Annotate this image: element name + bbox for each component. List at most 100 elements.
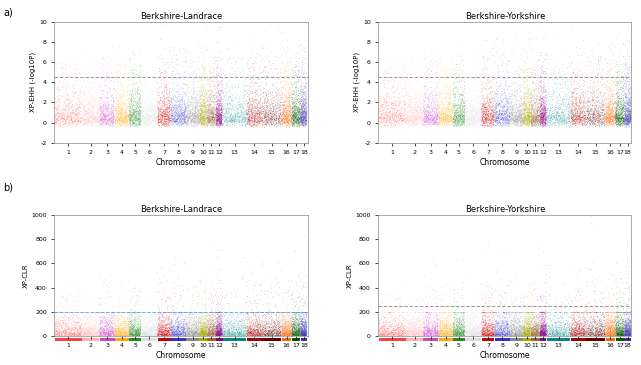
Point [293, 111, 303, 117]
Point [426, 103, 437, 109]
Point [160, 326, 171, 332]
Point [154, 314, 165, 320]
Point [590, 333, 600, 338]
Point [619, 100, 629, 106]
Point [288, 332, 299, 338]
Point [222, 309, 232, 315]
Point [110, 330, 121, 335]
Point [423, 309, 433, 315]
Point [101, 319, 112, 324]
Point [540, 330, 550, 335]
Point [131, 113, 142, 119]
Point [441, 332, 451, 338]
Point [443, 333, 453, 339]
Point [69, 327, 79, 333]
Point [522, 65, 533, 71]
Point [515, 331, 525, 337]
Point [419, 332, 429, 338]
Point [523, 321, 533, 327]
Point [384, 331, 394, 337]
Point [301, 321, 311, 327]
Point [520, 68, 530, 73]
Point [75, 102, 85, 108]
Point [537, 111, 547, 117]
Point [174, 324, 185, 330]
Point [54, 322, 65, 328]
Point [58, 328, 69, 334]
Point [508, 107, 518, 112]
Point [237, 118, 247, 124]
Point [601, 297, 611, 303]
Point [624, 111, 634, 117]
Point [529, 109, 540, 115]
Point [529, 315, 540, 321]
Point [232, 326, 242, 332]
Point [255, 282, 265, 288]
Point [126, 327, 136, 333]
Point [258, 325, 269, 331]
Point [607, 326, 617, 332]
Point [400, 112, 410, 118]
Point [83, 333, 94, 339]
Point [254, 333, 264, 338]
Point [483, 322, 494, 328]
Point [295, 316, 305, 322]
Point [283, 331, 293, 337]
Point [520, 331, 530, 337]
Point [267, 71, 278, 77]
Point [402, 72, 412, 77]
Point [113, 116, 124, 122]
Point [471, 115, 481, 121]
Point [581, 116, 592, 122]
Point [85, 325, 95, 331]
Point [601, 82, 612, 88]
Point [453, 330, 463, 336]
Point [214, 331, 224, 337]
Point [456, 329, 467, 335]
Point [140, 98, 150, 104]
Point [547, 322, 558, 328]
Point [475, 84, 485, 90]
Point [444, 118, 454, 124]
Point [534, 118, 544, 123]
Point [443, 329, 453, 335]
Point [588, 330, 599, 335]
Point [106, 320, 117, 326]
Point [187, 112, 197, 118]
Point [215, 333, 225, 338]
Point [125, 114, 135, 120]
Point [130, 118, 140, 123]
Point [435, 112, 445, 118]
Point [201, 332, 211, 338]
Point [112, 328, 122, 334]
Point [444, 64, 454, 70]
Point [406, 106, 416, 112]
Point [299, 109, 309, 115]
Point [492, 118, 503, 123]
Point [246, 325, 256, 331]
Point [454, 329, 465, 335]
Point [187, 94, 197, 100]
Point [533, 120, 543, 126]
Point [298, 116, 308, 122]
Point [213, 116, 223, 122]
Point [595, 114, 605, 119]
Point [497, 323, 507, 329]
Point [577, 108, 587, 114]
Point [137, 110, 147, 116]
Point [571, 293, 581, 299]
Point [580, 119, 590, 125]
Point [55, 113, 65, 119]
Point [482, 331, 492, 337]
Point [104, 88, 115, 94]
Point [233, 82, 244, 88]
Point [417, 119, 428, 125]
Point [89, 103, 99, 109]
Point [533, 100, 544, 106]
Point [122, 116, 133, 122]
Point [215, 330, 225, 336]
Point [529, 115, 540, 121]
Point [624, 120, 634, 126]
Point [203, 115, 213, 120]
Point [620, 63, 631, 69]
